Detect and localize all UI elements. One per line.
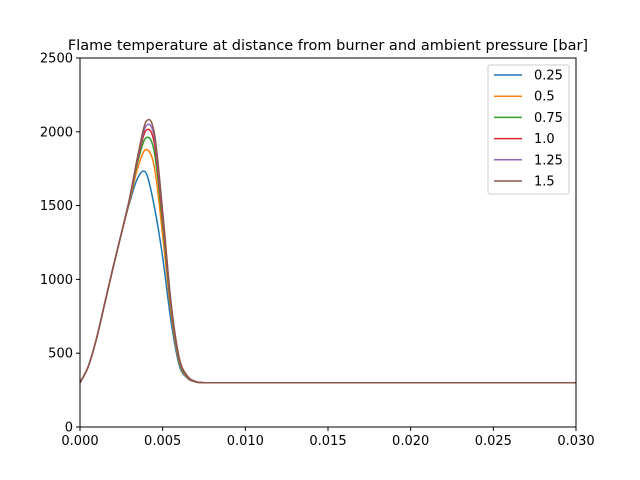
y-tick-label: 2000	[40, 125, 73, 140]
legend: 0.25 0.5 0.75 1.0 1.25 1.5	[487, 64, 570, 195]
legend-label: 1.25	[534, 153, 563, 168]
x-tick-label: 0.010	[227, 434, 264, 449]
legend-label: 0.25	[534, 69, 563, 84]
x-tick-label: 0.020	[392, 434, 429, 449]
legend-label: 0.75	[534, 111, 563, 126]
y-tick-label: 2500	[40, 52, 73, 67]
x-tick-label: 0.005	[144, 434, 181, 449]
y-tick-label: 0	[65, 421, 73, 436]
legend-box	[487, 64, 570, 195]
series-line-5	[79, 118, 576, 384]
y-axis: 0 500 1000 1500 2000 2500	[40, 52, 80, 436]
x-tick-label: 0.015	[309, 434, 346, 449]
x-tick-label: 0.030	[557, 434, 594, 449]
legend-label: 1.5	[534, 175, 555, 190]
legend-label: 0.5	[534, 90, 555, 105]
y-tick-label: 500	[48, 347, 73, 362]
x-tick-label: 0.000	[61, 434, 98, 449]
x-tick-label: 0.025	[475, 434, 512, 449]
legend-label: 1.0	[534, 132, 555, 147]
x-axis: 0.000 0.005 0.010 0.015 0.020 0.025 0.030	[61, 427, 595, 449]
y-tick-label: 1000	[40, 273, 73, 288]
series-layer	[79, 118, 576, 384]
y-tick-label: 1500	[40, 199, 73, 214]
chart-title: Flame temperature at distance from burne…	[68, 38, 588, 54]
